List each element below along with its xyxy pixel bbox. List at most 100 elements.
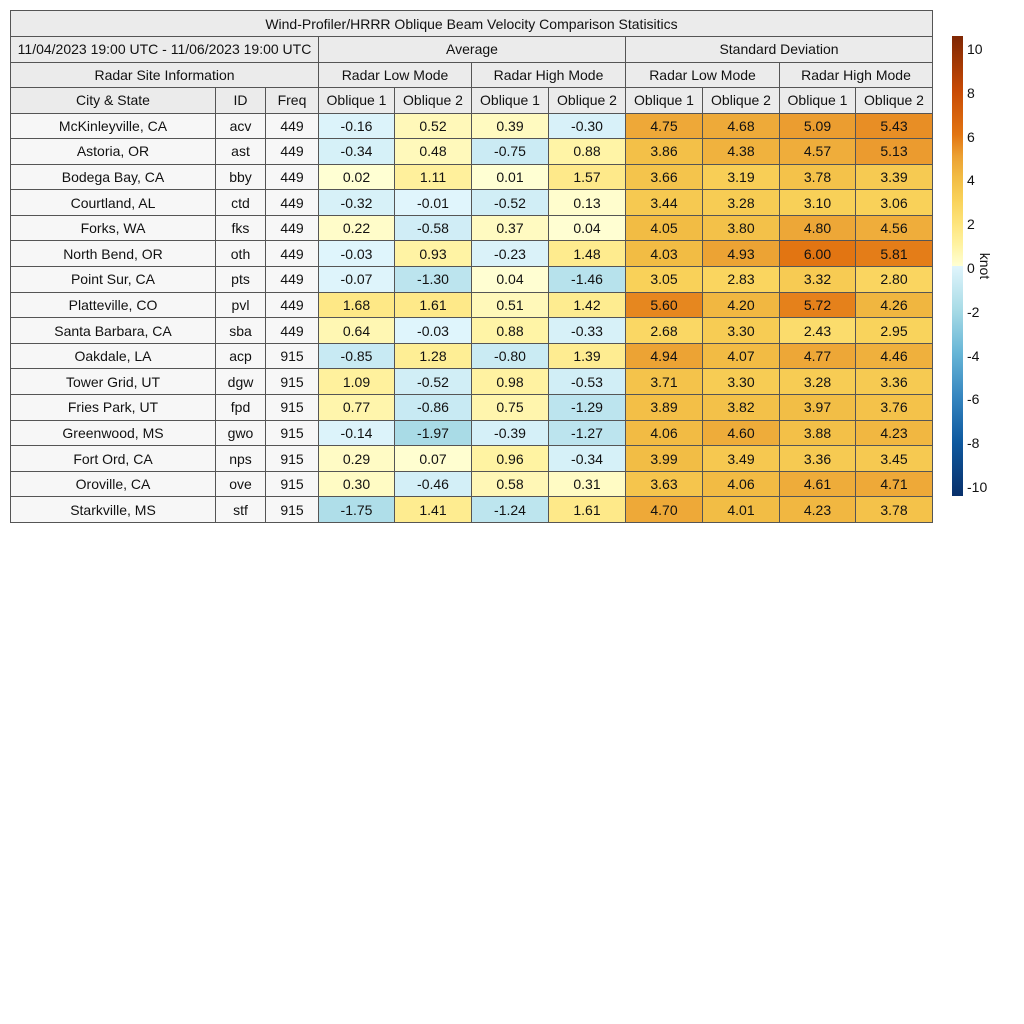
value-cell: 0.88	[471, 317, 549, 344]
value-cell: 3.32	[779, 266, 856, 293]
site-id-cell: pvl	[215, 291, 266, 319]
value-cell: 3.78	[855, 496, 933, 523]
value-cell: 3.36	[855, 368, 933, 396]
value-cell: -1.29	[548, 394, 626, 421]
value-cell: 0.64	[318, 317, 395, 344]
freq-cell: 915	[265, 496, 319, 523]
column-header: Oblique 2	[394, 87, 472, 114]
value-cell: -1.75	[318, 496, 395, 523]
value-cell: 1.11	[394, 163, 472, 191]
mode-header: Radar Low Mode	[318, 61, 472, 88]
freq-cell: 449	[265, 291, 319, 319]
value-cell: -0.34	[318, 138, 395, 165]
value-cell: 4.57	[779, 138, 856, 165]
freq-cell: 449	[265, 112, 319, 140]
value-cell: 1.57	[548, 163, 626, 191]
value-cell: 4.93	[702, 240, 780, 268]
column-header: Freq	[265, 87, 319, 114]
group-standard-deviation: Standard Deviation	[625, 36, 933, 63]
column-header: Oblique 1	[779, 87, 856, 114]
value-cell: 4.56	[855, 214, 933, 242]
value-cell: 4.06	[625, 419, 703, 447]
value-cell: -1.24	[471, 496, 549, 523]
value-cell: 0.02	[318, 163, 395, 191]
value-cell: 4.68	[702, 112, 780, 140]
value-cell: 5.09	[779, 112, 856, 140]
column-header: Oblique 2	[855, 87, 933, 114]
mode-header: Radar Low Mode	[625, 61, 780, 88]
value-cell: 3.76	[855, 394, 933, 421]
value-cell: 3.28	[702, 189, 780, 216]
value-cell: 3.78	[779, 163, 856, 191]
value-cell: -0.03	[318, 240, 395, 268]
value-cell: 1.48	[548, 240, 626, 268]
value-cell: 4.60	[702, 419, 780, 447]
value-cell: 3.66	[625, 163, 703, 191]
value-cell: 4.38	[702, 138, 780, 165]
value-cell: -0.80	[471, 342, 549, 370]
site-id-cell: acv	[215, 112, 266, 140]
value-cell: -0.46	[394, 470, 472, 498]
site-id-cell: ove	[215, 470, 266, 498]
value-cell: 1.68	[318, 291, 395, 319]
value-cell: 4.80	[779, 214, 856, 242]
value-cell: 0.29	[318, 445, 395, 472]
table-row: Fort Ord, CA nps 915 0.29 0.07 0.96 -0.34 3.99 3…	[10, 445, 933, 472]
value-cell: 0.51	[471, 291, 549, 319]
value-cell: 0.77	[318, 394, 395, 421]
value-cell: 5.72	[779, 291, 856, 319]
value-cell: 2.68	[625, 317, 703, 344]
value-cell: -0.16	[318, 112, 395, 140]
table-row: Platteville, CO pvl 449 1.68 1.61 0.51 1.42 5.6…	[10, 291, 933, 319]
city-cell: Oakdale, LA	[10, 342, 216, 370]
value-cell: 3.49	[702, 445, 780, 472]
value-cell: -0.86	[394, 394, 472, 421]
value-cell: 4.26	[855, 291, 933, 319]
value-cell: -0.23	[471, 240, 549, 268]
column-header: City & State	[10, 87, 216, 114]
colorbar-label: knot	[977, 252, 994, 280]
value-cell: 6.00	[779, 240, 856, 268]
value-cell: -0.03	[394, 317, 472, 344]
value-cell: 3.99	[625, 445, 703, 472]
value-cell: 3.39	[855, 163, 933, 191]
freq-cell: 915	[265, 342, 319, 370]
value-cell: 3.30	[702, 368, 780, 396]
value-cell: -1.30	[394, 266, 472, 293]
city-cell: Astoria, OR	[10, 138, 216, 165]
table-row: Starkville, MS stf 915 -1.75 1.41 -1.24 1.61 4.…	[10, 496, 933, 523]
site-id-cell: stf	[215, 496, 266, 523]
site-id-cell: fks	[215, 214, 266, 242]
group-average: Average	[318, 36, 626, 63]
table-row: Forks, WA fks 449 0.22 -0.58 0.37 0.04 4.05 3.80…	[10, 214, 933, 242]
value-cell: 4.23	[855, 419, 933, 447]
statistics-table: Wind-Profiler/HRRR Oblique Beam Velocity…	[10, 10, 933, 523]
freq-cell: 915	[265, 445, 319, 472]
column-header: ID	[215, 87, 266, 114]
value-cell: 0.48	[394, 138, 472, 165]
value-cell: -0.58	[394, 214, 472, 242]
value-cell: 0.39	[471, 112, 549, 140]
value-cell: 0.04	[548, 214, 626, 242]
value-cell: 5.60	[625, 291, 703, 319]
value-cell: -0.85	[318, 342, 395, 370]
freq-cell: 449	[265, 138, 319, 165]
value-cell: 4.75	[625, 112, 703, 140]
value-cell: 4.77	[779, 342, 856, 370]
site-info-header: Radar Site Information	[10, 61, 319, 88]
value-cell: -1.97	[394, 419, 472, 447]
column-header: Oblique 2	[702, 87, 780, 114]
value-cell: -0.30	[548, 112, 626, 140]
city-cell: McKinleyville, CA	[10, 112, 216, 140]
freq-cell: 449	[265, 266, 319, 293]
value-cell: 3.44	[625, 189, 703, 216]
value-cell: 3.86	[625, 138, 703, 165]
city-cell: Fries Park, UT	[10, 394, 216, 421]
value-cell: 2.80	[855, 266, 933, 293]
site-id-cell: sba	[215, 317, 266, 344]
value-cell: 3.82	[702, 394, 780, 421]
colorbar-tick-label: -4	[967, 347, 980, 364]
colorbar-tick-label: -10	[967, 479, 988, 496]
city-cell: Santa Barbara, CA	[10, 317, 216, 344]
value-cell: 0.30	[318, 470, 395, 498]
